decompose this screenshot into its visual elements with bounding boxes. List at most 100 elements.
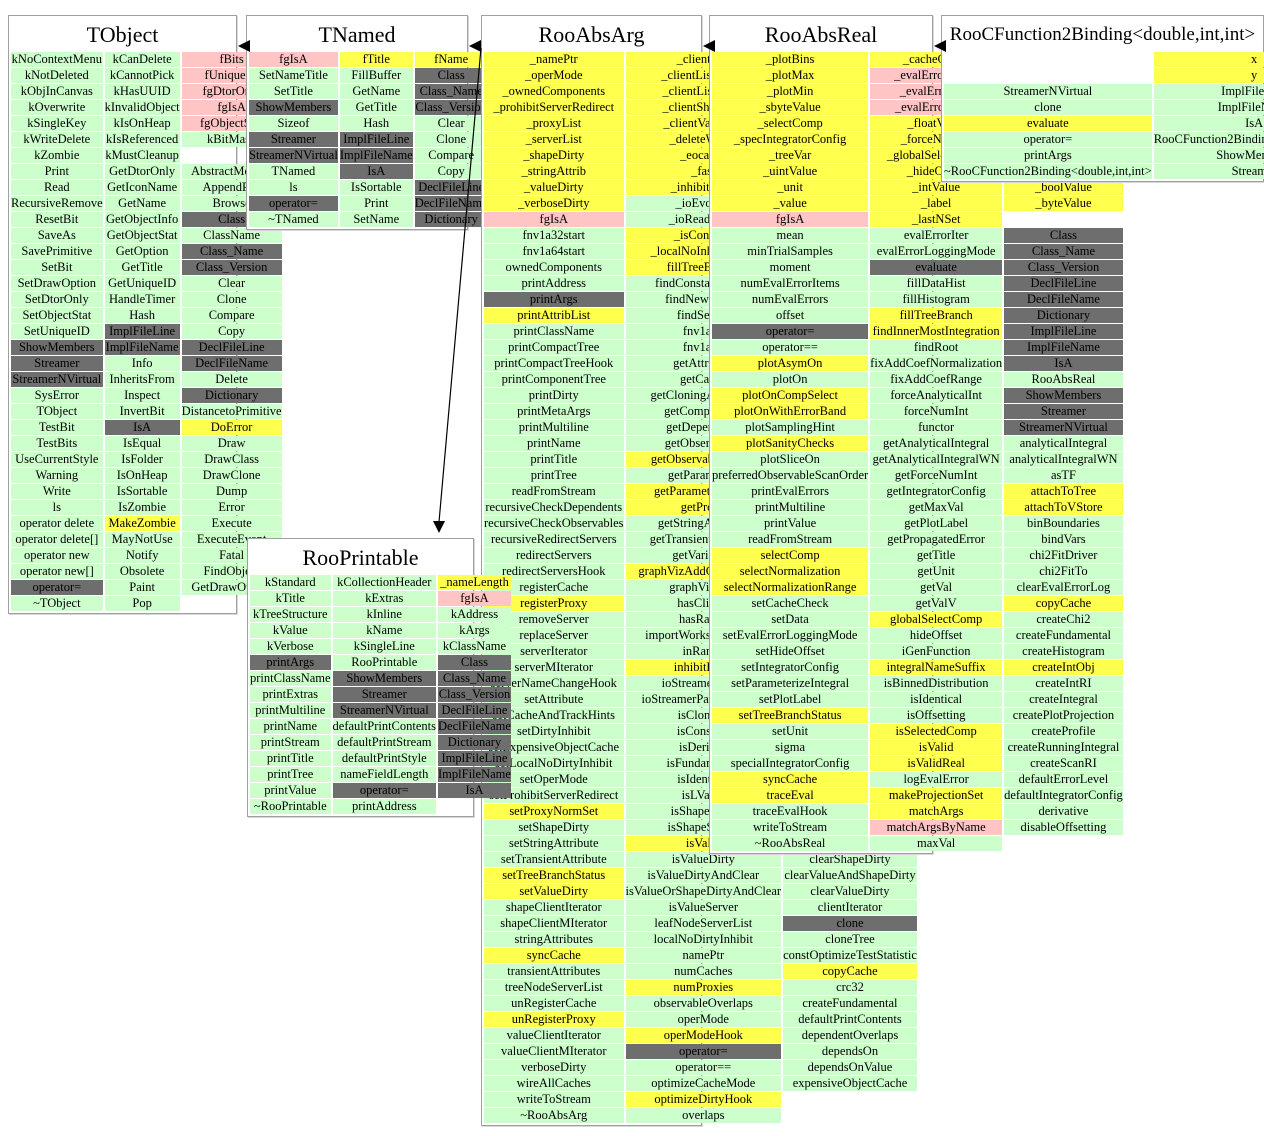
member-cell[interactable]: kObjInCanvas	[11, 84, 103, 99]
member-cell[interactable]: derivative	[1004, 804, 1123, 819]
member-cell[interactable]: offset	[712, 308, 869, 323]
member-cell[interactable]: RooPrintable	[332, 655, 437, 670]
member-cell[interactable]: operator=	[11, 580, 103, 595]
member-cell[interactable]: plotSamplingHint	[712, 420, 869, 435]
member-cell[interactable]: Clear	[181, 276, 282, 291]
member-cell[interactable]: GetUniqueID	[104, 276, 180, 291]
member-cell[interactable]: printDirty	[484, 388, 624, 403]
member-cell[interactable]: ImplFileName	[1004, 340, 1123, 355]
member-cell[interactable]: writeToStream	[712, 820, 869, 835]
member-cell[interactable]: _stringAttrib	[484, 164, 624, 179]
member-cell[interactable]: ImplFileLine	[104, 324, 180, 339]
member-cell[interactable]: mean	[712, 228, 869, 243]
member-cell[interactable]: ShowMembers	[332, 671, 437, 686]
member-cell[interactable]: dependsOn	[783, 1044, 917, 1059]
member-cell[interactable]: DrawClone	[181, 468, 282, 483]
member-cell[interactable]: Warning	[11, 468, 103, 483]
member-cell[interactable]: findInnerMostIntegration	[870, 324, 1003, 339]
member-cell[interactable]: Streamer	[11, 356, 103, 371]
class-title-RooAbsReal[interactable]: RooAbsReal	[764, 22, 878, 47]
member-cell[interactable]: SetTitle	[249, 84, 338, 99]
member-cell[interactable]: DeclFileName	[181, 356, 282, 371]
member-cell[interactable]: Class_Name	[438, 671, 511, 686]
member-cell[interactable]: SetObjectStat	[11, 308, 103, 323]
member-cell[interactable]: forceNumInt	[870, 404, 1003, 419]
member-cell[interactable]: Dictionary	[181, 388, 282, 403]
member-cell[interactable]: ShowMembers	[249, 100, 338, 115]
member-cell[interactable]: x	[1153, 52, 1264, 67]
member-cell[interactable]: defaultPrintContents	[332, 719, 437, 734]
member-cell[interactable]: observableOverlaps	[625, 996, 782, 1011]
member-cell[interactable]: analyticalIntegral	[1004, 436, 1123, 451]
member-cell[interactable]: unRegisterProxy	[484, 1012, 624, 1027]
member-cell[interactable]: createScanRI	[1004, 756, 1123, 771]
member-cell[interactable]: setData	[712, 612, 869, 627]
member-cell[interactable]: crc32	[783, 980, 917, 995]
member-cell[interactable]: ShowMembers	[1004, 388, 1123, 403]
member-cell[interactable]: _sbyteValue	[712, 100, 869, 115]
member-cell[interactable]: StreamerNVirtual	[1004, 420, 1123, 435]
member-cell[interactable]: optimizeCacheMode	[625, 1076, 782, 1091]
member-cell[interactable]: findRoot	[870, 340, 1003, 355]
member-cell[interactable]: plotOnCompSelect	[712, 388, 869, 403]
member-cell[interactable]: Class_Version	[181, 260, 282, 275]
member-cell[interactable]: plotOn	[712, 372, 869, 387]
member-cell[interactable]: traceEval	[712, 788, 869, 803]
member-cell[interactable]: IsA	[438, 783, 511, 798]
member-cell[interactable]: kIsOnHeap	[104, 116, 180, 131]
member-cell[interactable]: selectNormalizationRange	[712, 580, 869, 595]
member-cell[interactable]: _value	[712, 196, 869, 211]
member-cell[interactable]: specialIntegratorConfig	[712, 756, 869, 771]
member-cell[interactable]: ~RooCFunction2Binding<double,int,int>	[944, 164, 1152, 179]
member-cell[interactable]: Dictionary	[1004, 308, 1123, 323]
member-cell[interactable]: serverNameChangeHook	[484, 676, 624, 691]
member-cell[interactable]: setProxyNormSet	[484, 804, 624, 819]
member-cell[interactable]: createIntegral	[1004, 692, 1123, 707]
member-cell[interactable]: Clone	[181, 292, 282, 307]
member-cell[interactable]: DeclFileName	[438, 719, 511, 734]
member-cell[interactable]: isIdentical	[870, 692, 1003, 707]
member-cell[interactable]: clone	[944, 100, 1152, 115]
member-cell[interactable]: _nameLength	[438, 575, 511, 590]
member-cell[interactable]: Dump	[181, 484, 282, 499]
member-cell[interactable]: fgIsA	[484, 212, 624, 227]
member-cell[interactable]: recursiveCheckDependents	[484, 500, 624, 515]
member-cell[interactable]: Streamer	[249, 132, 338, 147]
member-cell[interactable]: DrawClass	[181, 452, 282, 467]
member-cell[interactable]: isBinnedDistribution	[870, 676, 1003, 691]
member-cell[interactable]: printMultiline	[250, 703, 331, 718]
member-cell[interactable]: Streamer	[1004, 404, 1123, 419]
member-cell[interactable]: copyCache	[1004, 596, 1123, 611]
member-cell[interactable]: writeToStream	[484, 1092, 624, 1107]
member-cell[interactable]: ~TObject	[11, 596, 103, 611]
member-cell[interactable]: fixAddCoefNormalization	[870, 356, 1003, 371]
member-cell[interactable]: GetOption	[104, 244, 180, 259]
member-cell[interactable]: Execute	[181, 516, 282, 531]
member-cell[interactable]: GetName	[339, 84, 413, 99]
member-cell[interactable]: operModeHook	[625, 1028, 782, 1043]
member-cell[interactable]: setHideOffset	[712, 644, 869, 659]
member-cell[interactable]: fgIsA	[712, 212, 869, 227]
member-cell[interactable]: selectNormalization	[712, 564, 869, 579]
member-cell[interactable]: SetUniqueID	[11, 324, 103, 339]
member-cell[interactable]: setUnit	[712, 724, 869, 739]
member-cell[interactable]: StreamerNVirtual	[11, 372, 103, 387]
member-cell[interactable]: clearValueAndShapeDirty	[783, 868, 917, 883]
member-cell[interactable]: printAddress	[332, 799, 437, 814]
member-cell[interactable]: SysError	[11, 388, 103, 403]
member-cell[interactable]: TObject	[11, 404, 103, 419]
member-cell[interactable]: createProfile	[1004, 724, 1123, 739]
member-cell[interactable]: recursiveCheckObservables	[484, 516, 624, 531]
member-cell[interactable]: operator=	[712, 324, 869, 339]
member-cell[interactable]: kArgs	[438, 623, 511, 638]
member-cell[interactable]: _plotBins	[712, 52, 869, 67]
member-cell[interactable]: Copy	[181, 324, 282, 339]
member-cell[interactable]: isOffsetting	[870, 708, 1003, 723]
member-cell[interactable]: kTitle	[250, 591, 331, 606]
member-cell[interactable]: operator=	[625, 1044, 782, 1059]
member-cell[interactable]: printName	[484, 436, 624, 451]
member-cell[interactable]: isValueDirty	[625, 852, 782, 867]
member-cell[interactable]: fillHistogram	[870, 292, 1003, 307]
member-cell[interactable]: SavePrimitive	[11, 244, 103, 259]
member-cell[interactable]: setTreeBranchStatus	[484, 868, 624, 883]
